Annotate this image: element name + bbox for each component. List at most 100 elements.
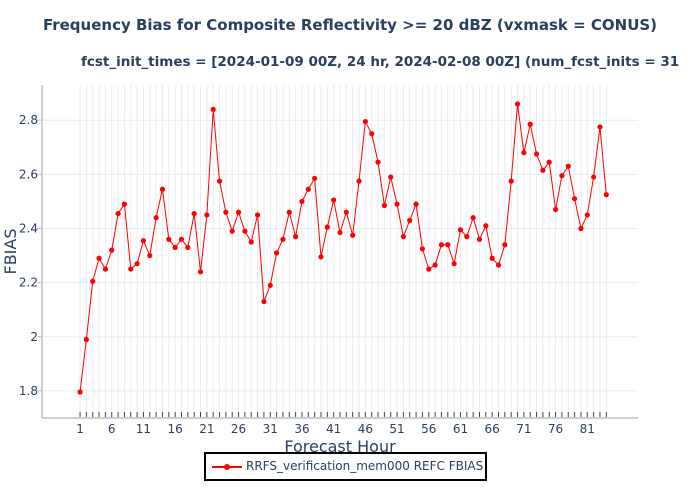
data-point — [273, 250, 280, 256]
data-point — [280, 236, 286, 242]
data-point — [565, 163, 571, 169]
series-group — [77, 101, 609, 395]
data-point — [375, 159, 381, 165]
data-point — [254, 212, 261, 218]
x-tick-label: 46 — [358, 422, 373, 436]
data-point — [464, 234, 470, 240]
data-point — [483, 223, 489, 229]
data-point — [508, 178, 514, 184]
y-tick-label: 1.8 — [19, 384, 38, 398]
data-point — [324, 224, 330, 230]
data-point — [597, 124, 603, 130]
data-point — [394, 201, 400, 207]
data-point — [432, 262, 438, 268]
data-point — [235, 209, 242, 215]
data-point — [305, 186, 311, 192]
data-point — [362, 118, 368, 125]
x-tick-label: 71 — [516, 422, 531, 436]
y-tick-label: 2.8 — [19, 113, 38, 127]
data-point — [356, 178, 362, 184]
chart-subtitle: fcst_init_times = [2024-01-09 00Z, 24 hr… — [81, 54, 680, 70]
data-point — [445, 242, 451, 248]
data-point — [369, 131, 375, 137]
data-point — [451, 261, 457, 267]
x-axis-title: Forecast Hour — [284, 437, 396, 456]
data-point — [229, 228, 235, 234]
data-point — [210, 106, 216, 112]
data-point — [521, 150, 527, 156]
data-point — [77, 389, 83, 395]
y-tick-label: 2.2 — [19, 276, 38, 290]
x-tick-label: 81 — [580, 422, 595, 436]
data-point — [331, 197, 337, 203]
data-point — [502, 242, 508, 248]
data-point — [178, 236, 185, 242]
data-point — [540, 167, 546, 173]
data-point — [293, 234, 299, 240]
data-point — [514, 101, 521, 107]
chart-title: Frequency Bias for Composite Reflectivit… — [42, 16, 658, 34]
x-tick-label: 51 — [389, 422, 404, 436]
data-point — [381, 202, 387, 209]
x-tick-label: 76 — [548, 422, 563, 436]
data-point — [400, 234, 407, 240]
data-point — [248, 239, 254, 245]
data-point — [121, 201, 128, 207]
data-point — [267, 282, 273, 288]
data-point — [312, 175, 318, 182]
data-point — [299, 198, 305, 205]
data-point — [115, 210, 121, 217]
x-tick-label: 36 — [294, 422, 309, 436]
data-point — [318, 254, 324, 260]
data-point — [153, 215, 159, 221]
data-point — [407, 217, 413, 223]
data-point — [489, 255, 495, 261]
legend: RRFS_verification_mem000 REFC FBIAS — [204, 452, 487, 481]
data-point — [102, 266, 109, 272]
data-point — [603, 192, 609, 198]
x-tick-label: 56 — [421, 422, 436, 436]
data-point — [476, 236, 483, 242]
data-point — [533, 151, 540, 157]
data-point — [166, 236, 172, 242]
data-point — [591, 174, 597, 180]
horizontal-gridlines — [37, 119, 638, 392]
data-point — [559, 173, 565, 179]
data-point — [286, 209, 292, 215]
y-tick-labels: 1.8 2 2.2 2.4 2.6 2.8 — [19, 113, 38, 398]
data-point — [204, 212, 210, 218]
data-point — [185, 244, 191, 251]
x-tick-label: 31 — [263, 422, 278, 436]
data-point — [191, 210, 197, 217]
data-point — [413, 201, 419, 207]
x-tick-label: 26 — [231, 422, 246, 436]
data-point — [527, 121, 533, 127]
data-point — [552, 206, 559, 213]
y-tick-label: 2.6 — [19, 167, 38, 181]
data-point — [426, 266, 432, 272]
data-point — [134, 261, 140, 267]
y-axis-title: FBIAS — [1, 229, 20, 275]
legend-marker-swatch — [224, 463, 230, 470]
x-tick-label: 61 — [453, 422, 468, 436]
data-point — [147, 252, 153, 259]
data-point — [172, 244, 178, 251]
data-point — [470, 215, 476, 221]
x-tick-label: 1 — [76, 422, 84, 436]
data-point — [83, 336, 89, 343]
data-point — [495, 262, 502, 268]
data-point — [337, 229, 343, 236]
data-point — [584, 212, 590, 218]
x-tick-label: 16 — [168, 422, 183, 436]
data-point — [242, 228, 248, 234]
data-point — [159, 186, 166, 192]
data-point — [571, 196, 578, 202]
x-tick-label: 6 — [108, 422, 116, 436]
data-point — [223, 209, 229, 215]
y-tick-label: 2 — [30, 330, 38, 344]
x-tick-labels: 1 6 11 16 21 26 31 36 41 46 51 56 61 66 71 76 81 — [76, 422, 595, 436]
data-point — [578, 225, 584, 232]
data-point — [438, 242, 445, 248]
data-point — [388, 174, 394, 180]
